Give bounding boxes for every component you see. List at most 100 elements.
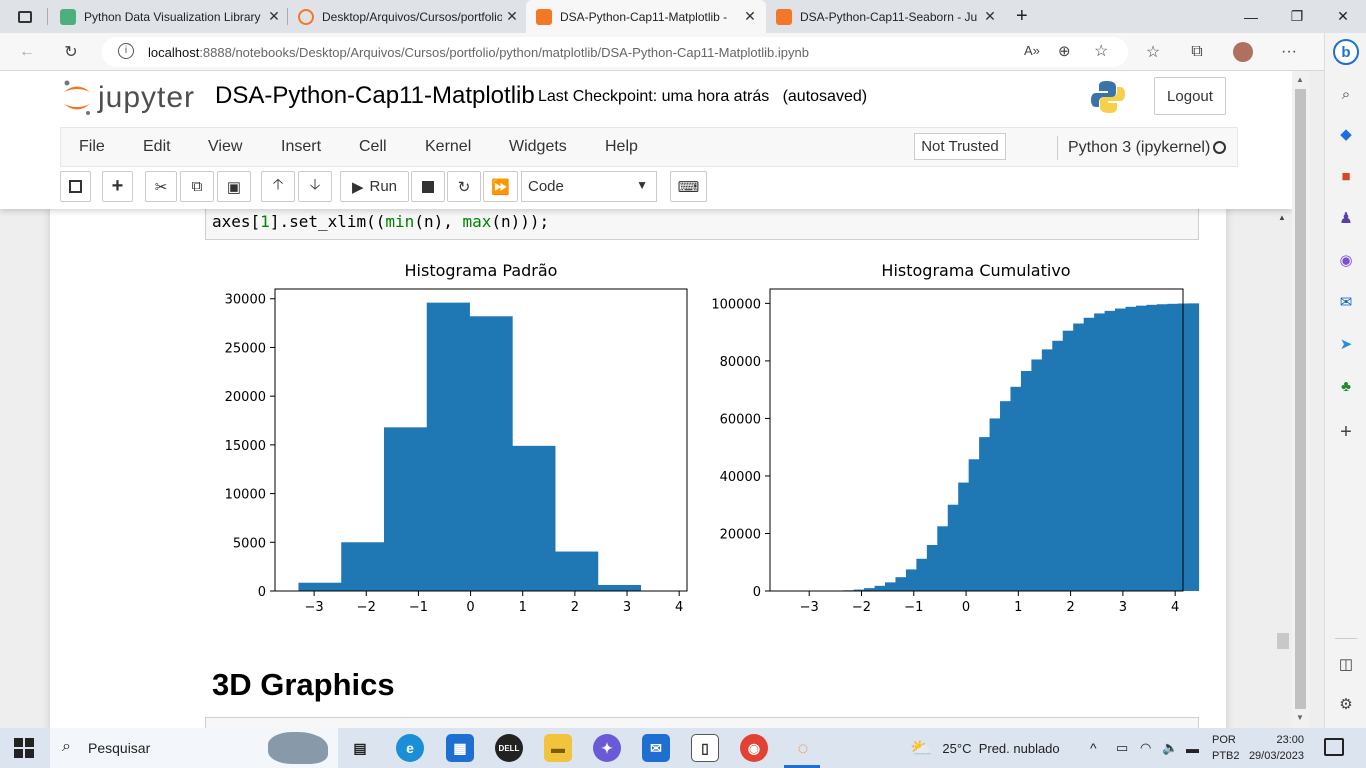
x-tick-label: 4 (1171, 600, 1179, 615)
language-indicator[interactable]: POR PTB2 (1212, 732, 1240, 764)
code-builtin: min (385, 212, 415, 231)
tab-python-data-viz[interactable]: Python Data Visualization Library ✕ (50, 0, 286, 33)
edge-browser-icon[interactable]: e (396, 734, 424, 762)
settings-gear-icon[interactable]: ⚙ (1339, 696, 1353, 713)
games-icon[interactable]: ♟ (1339, 210, 1353, 227)
save-button[interactable] (60, 171, 91, 202)
bing-icon[interactable]: b (1333, 39, 1359, 65)
tab-title: Desktop/Arquivos/Cursos/portfolio (322, 9, 502, 24)
notebook-scroll-up-icon[interactable]: ▲ (1278, 213, 1286, 222)
device-icon[interactable]: ▭ (1116, 740, 1129, 755)
chart-title: Histograma Cumulativo (881, 261, 1070, 280)
chrome-icon[interactable]: ◉ (740, 734, 768, 762)
histogram-bar (1000, 401, 1011, 591)
copilot-icon[interactable]: ✦ (593, 734, 621, 762)
tab-matplotlib-active[interactable]: DSA-Python-Cap11-Matplotlib - ✕ (526, 0, 766, 33)
menu-kernel[interactable]: Kernel (425, 138, 472, 155)
zoom-icon[interactable]: ⊕ (1058, 43, 1071, 60)
logout-button[interactable]: Logout (1154, 77, 1226, 115)
file-explorer-icon[interactable]: ▬ (544, 734, 572, 762)
favorites-icon[interactable]: ☆ (1145, 44, 1161, 61)
read-aloud-icon[interactable]: A» (1024, 43, 1040, 58)
run-button[interactable]: ▶ Run (340, 171, 409, 202)
scroll-down-arrow-icon[interactable]: ▼ (1296, 713, 1304, 722)
command-palette-button[interactable]: ⌨ (670, 171, 707, 202)
menu-cell[interactable]: Cell (359, 138, 387, 155)
profile-avatar[interactable] (1232, 41, 1254, 63)
move-down-button[interactable]: 🡣 (298, 171, 332, 202)
weather-widget[interactable]: ⛅ 25°C Pred. nublado (910, 728, 1060, 768)
scroll-up-arrow-icon[interactable]: ▲ (1296, 75, 1304, 84)
tab-actions-button[interactable] (0, 0, 46, 33)
volume-icon[interactable]: 🔈 (1162, 740, 1179, 755)
outlook-icon[interactable]: ✉ (1339, 294, 1353, 311)
dell-icon[interactable]: DELL (495, 734, 523, 762)
cloud-sun-icon: ⛅ (910, 737, 933, 758)
page-scroll-thumb[interactable] (1295, 89, 1306, 709)
minimize-button[interactable]: — (1244, 8, 1258, 25)
maximize-button[interactable]: ❐ (1290, 8, 1304, 24)
jupyter-logo[interactable]: jupyter (62, 79, 195, 117)
jupyter-taskbar-icon[interactable]: ◌ (797, 737, 809, 758)
menu-file[interactable]: File (79, 138, 105, 155)
cut-button[interactable]: ✂ (145, 171, 177, 202)
cell-type-select[interactable]: Code ▼ (521, 171, 657, 202)
tools-briefcase-icon[interactable]: ■ (1341, 167, 1351, 185)
menu-widgets[interactable]: Widgets (509, 138, 567, 155)
refresh-icon[interactable]: ↻ (64, 44, 78, 61)
show-hidden-icons-icon[interactable]: ^ (1090, 740, 1097, 756)
mail-icon[interactable]: ✉ (642, 734, 670, 762)
tab-seaborn[interactable]: DSA-Python-Cap11-Seaborn - Ju ✕ (766, 0, 1004, 33)
add-favorite-icon[interactable]: ☆ (1094, 43, 1109, 60)
move-up-button[interactable]: 🡡 (261, 171, 295, 202)
close-tab-icon[interactable]: ✕ (744, 8, 756, 24)
address-input[interactable]: i localhost:8888/notebooks/Desktop/Arqui… (102, 37, 1128, 67)
close-window-button[interactable]: ✕ (1337, 8, 1349, 24)
menu-view[interactable]: View (208, 138, 243, 155)
clock[interactable]: 23:00 29/03/2023 (1248, 732, 1304, 764)
notebook-title[interactable]: DSA-Python-Cap11-Matplotlib (215, 82, 535, 109)
close-tab-icon[interactable]: ✕ (984, 8, 996, 24)
interrupt-button[interactable] (411, 171, 445, 202)
notifications-icon[interactable] (1324, 738, 1344, 756)
page-scrollbar[interactable]: ▲ ▼ (1292, 71, 1310, 728)
insert-cell-button[interactable]: + (102, 171, 133, 202)
markdown-heading[interactable]: 3D Graphics (212, 667, 395, 702)
task-view-icon[interactable]: ▤ (353, 739, 367, 756)
menu-edit[interactable]: Edit (143, 138, 171, 155)
not-trusted-button[interactable]: Not Trusted (914, 133, 1006, 160)
site-info-icon[interactable]: i (118, 43, 134, 59)
y-tick-label: 20000 (225, 390, 266, 405)
search-icon[interactable]: ⌕ (1341, 85, 1351, 103)
restart-button[interactable]: ↻ (447, 171, 481, 202)
close-tab-icon[interactable]: ✕ (268, 8, 280, 24)
histogram-bar (383, 427, 428, 591)
shopping-tag-icon[interactable]: ◆ (1340, 126, 1352, 143)
new-tab-button[interactable]: + (1006, 0, 1038, 33)
menu-help[interactable]: Help (605, 138, 638, 155)
windows-start-icon[interactable] (14, 738, 34, 758)
taskbar-search[interactable]: ⌕ Pesquisar (50, 728, 338, 768)
tab-desktop-arquivos[interactable]: Desktop/Arquivos/Cursos/portfolio ✕ (288, 0, 526, 33)
hide-sidebar-icon[interactable]: ◫ (1338, 656, 1354, 673)
collections-icon[interactable]: ⧉ (1191, 43, 1203, 60)
menu-insert[interactable]: Insert (281, 138, 322, 155)
paste-button[interactable]: ▣ (217, 171, 251, 202)
notepad-icon[interactable]: ▯ (691, 734, 719, 762)
wifi-icon[interactable]: ◠ (1140, 740, 1152, 755)
tree-icon[interactable]: ♣ (1341, 377, 1351, 395)
office-icon[interactable]: ◉ (1339, 252, 1353, 269)
next-code-cell[interactable] (205, 717, 1199, 728)
restart-run-all-button[interactable]: ⏩ (483, 171, 518, 202)
send-icon[interactable]: ➤ (1339, 336, 1353, 353)
close-tab-icon[interactable]: ✕ (506, 8, 518, 24)
kernel-name[interactable]: Python 3 (ipykernel) (1057, 136, 1210, 160)
more-menu-icon[interactable]: ··· (1281, 43, 1297, 60)
add-sidebar-app-icon[interactable]: + (1340, 420, 1352, 443)
notebook-scroll-thumb[interactable] (1277, 633, 1289, 649)
battery-icon[interactable]: ▬ (1186, 740, 1199, 756)
back-arrow-icon[interactable]: ← (19, 43, 35, 60)
copy-button[interactable]: ⧉ (180, 171, 214, 202)
histogram-bar (1041, 349, 1053, 591)
store-icon[interactable]: ▦ (446, 734, 474, 762)
